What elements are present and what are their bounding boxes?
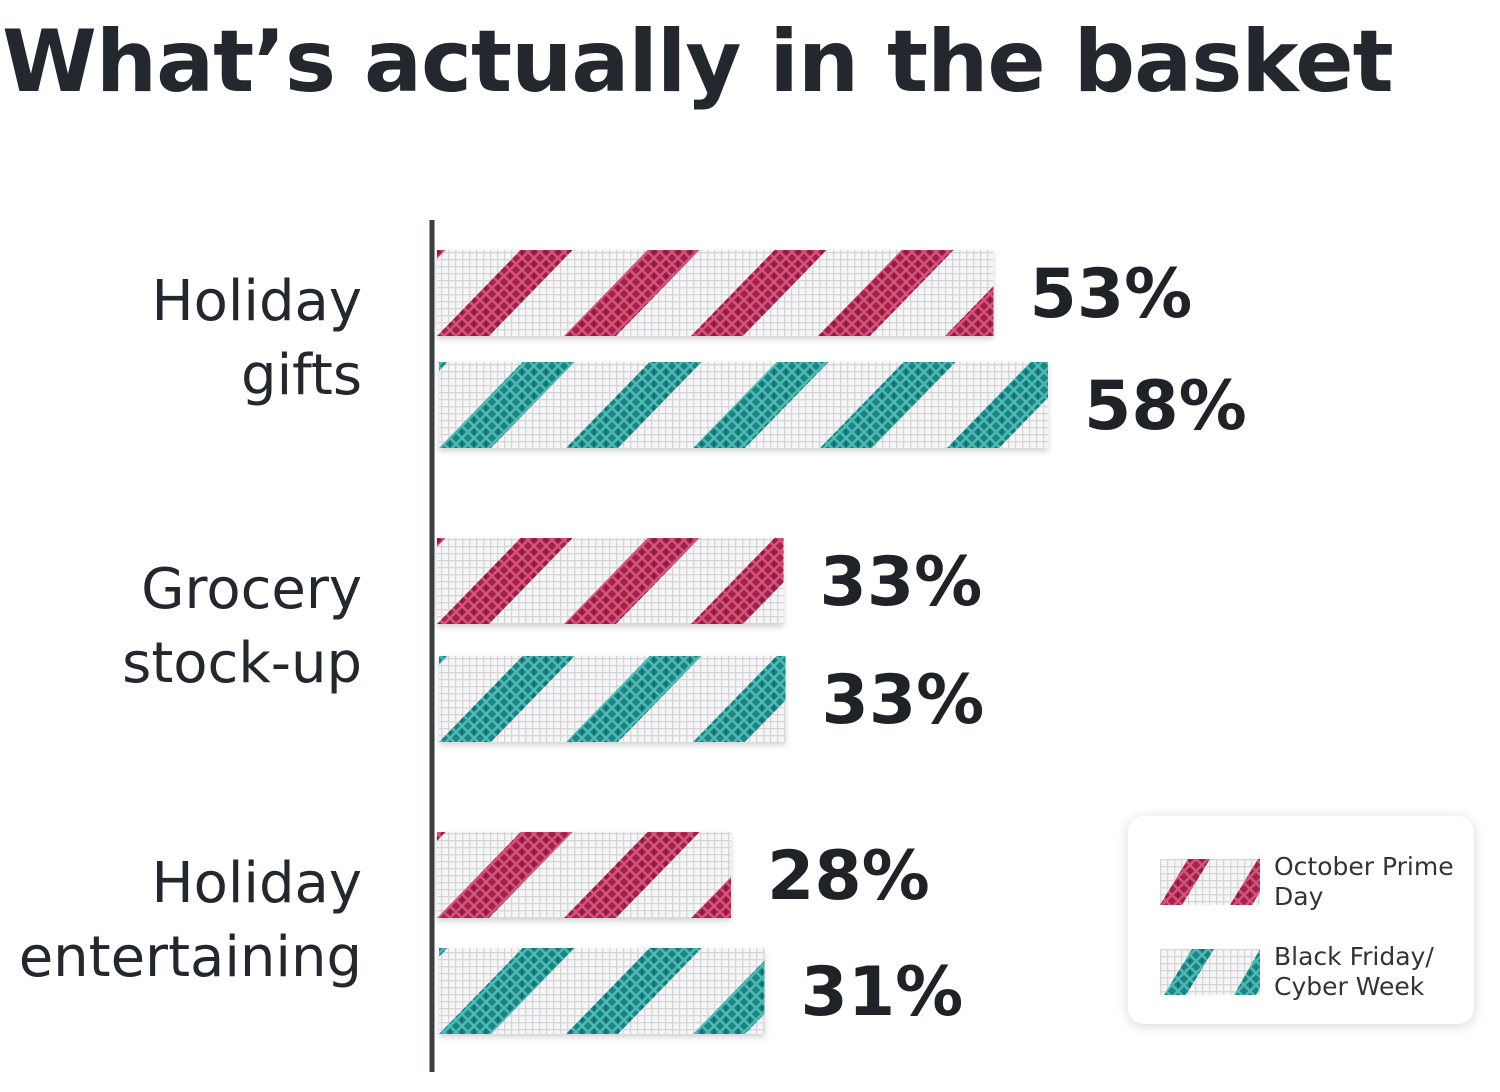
- bar-grocery-stock-up-black-friday-cyber-week: [439, 656, 786, 742]
- bar-stripes: [437, 250, 994, 336]
- value-label: 58%: [1084, 367, 1247, 446]
- bar-grocery-stock-up-october-prime-day: [437, 538, 784, 624]
- bar-holiday-gifts-october-prime-day: [437, 250, 994, 336]
- legend-label: Black Friday/ Cyber Week: [1274, 942, 1434, 1001]
- legend-label: October Prime Day: [1274, 852, 1454, 911]
- value-label: 33%: [820, 543, 983, 622]
- legend-item-black-friday-cyber-week: Black Friday/ Cyber Week: [1160, 942, 1454, 1002]
- category-label-grocery-stock-up: Grocery stock-up: [122, 557, 362, 696]
- value-label: 33%: [822, 661, 985, 740]
- bar-stripes: [439, 656, 786, 742]
- legend-item-october-prime-day: October Prime Day: [1160, 852, 1454, 912]
- bar-holiday-entertaining-october-prime-day: [437, 832, 731, 918]
- legend-swatch-october-prime-day: [1160, 859, 1260, 905]
- bar-stripes: [437, 538, 784, 624]
- category-label-holiday-entertaining: Holiday entertaining: [19, 851, 362, 990]
- value-label: 28%: [767, 837, 930, 916]
- bar-holiday-gifts-black-friday-cyber-week: [439, 362, 1048, 448]
- value-label: 53%: [1030, 255, 1193, 334]
- bar-stripes: [437, 832, 731, 918]
- value-label: 31%: [801, 953, 964, 1032]
- chart-title: What’s actually in the basket: [2, 12, 1394, 112]
- legend-swatch-black-friday-cyber-week: [1160, 949, 1260, 995]
- bar-stripes: [439, 362, 1048, 448]
- legend: October Prime Day Black Friday/ Cyber We…: [1128, 816, 1474, 1024]
- bar-stripes: [439, 948, 765, 1034]
- bar-holiday-entertaining-black-friday-cyber-week: [439, 948, 765, 1034]
- category-label-holiday-gifts: Holiday gifts: [152, 269, 363, 408]
